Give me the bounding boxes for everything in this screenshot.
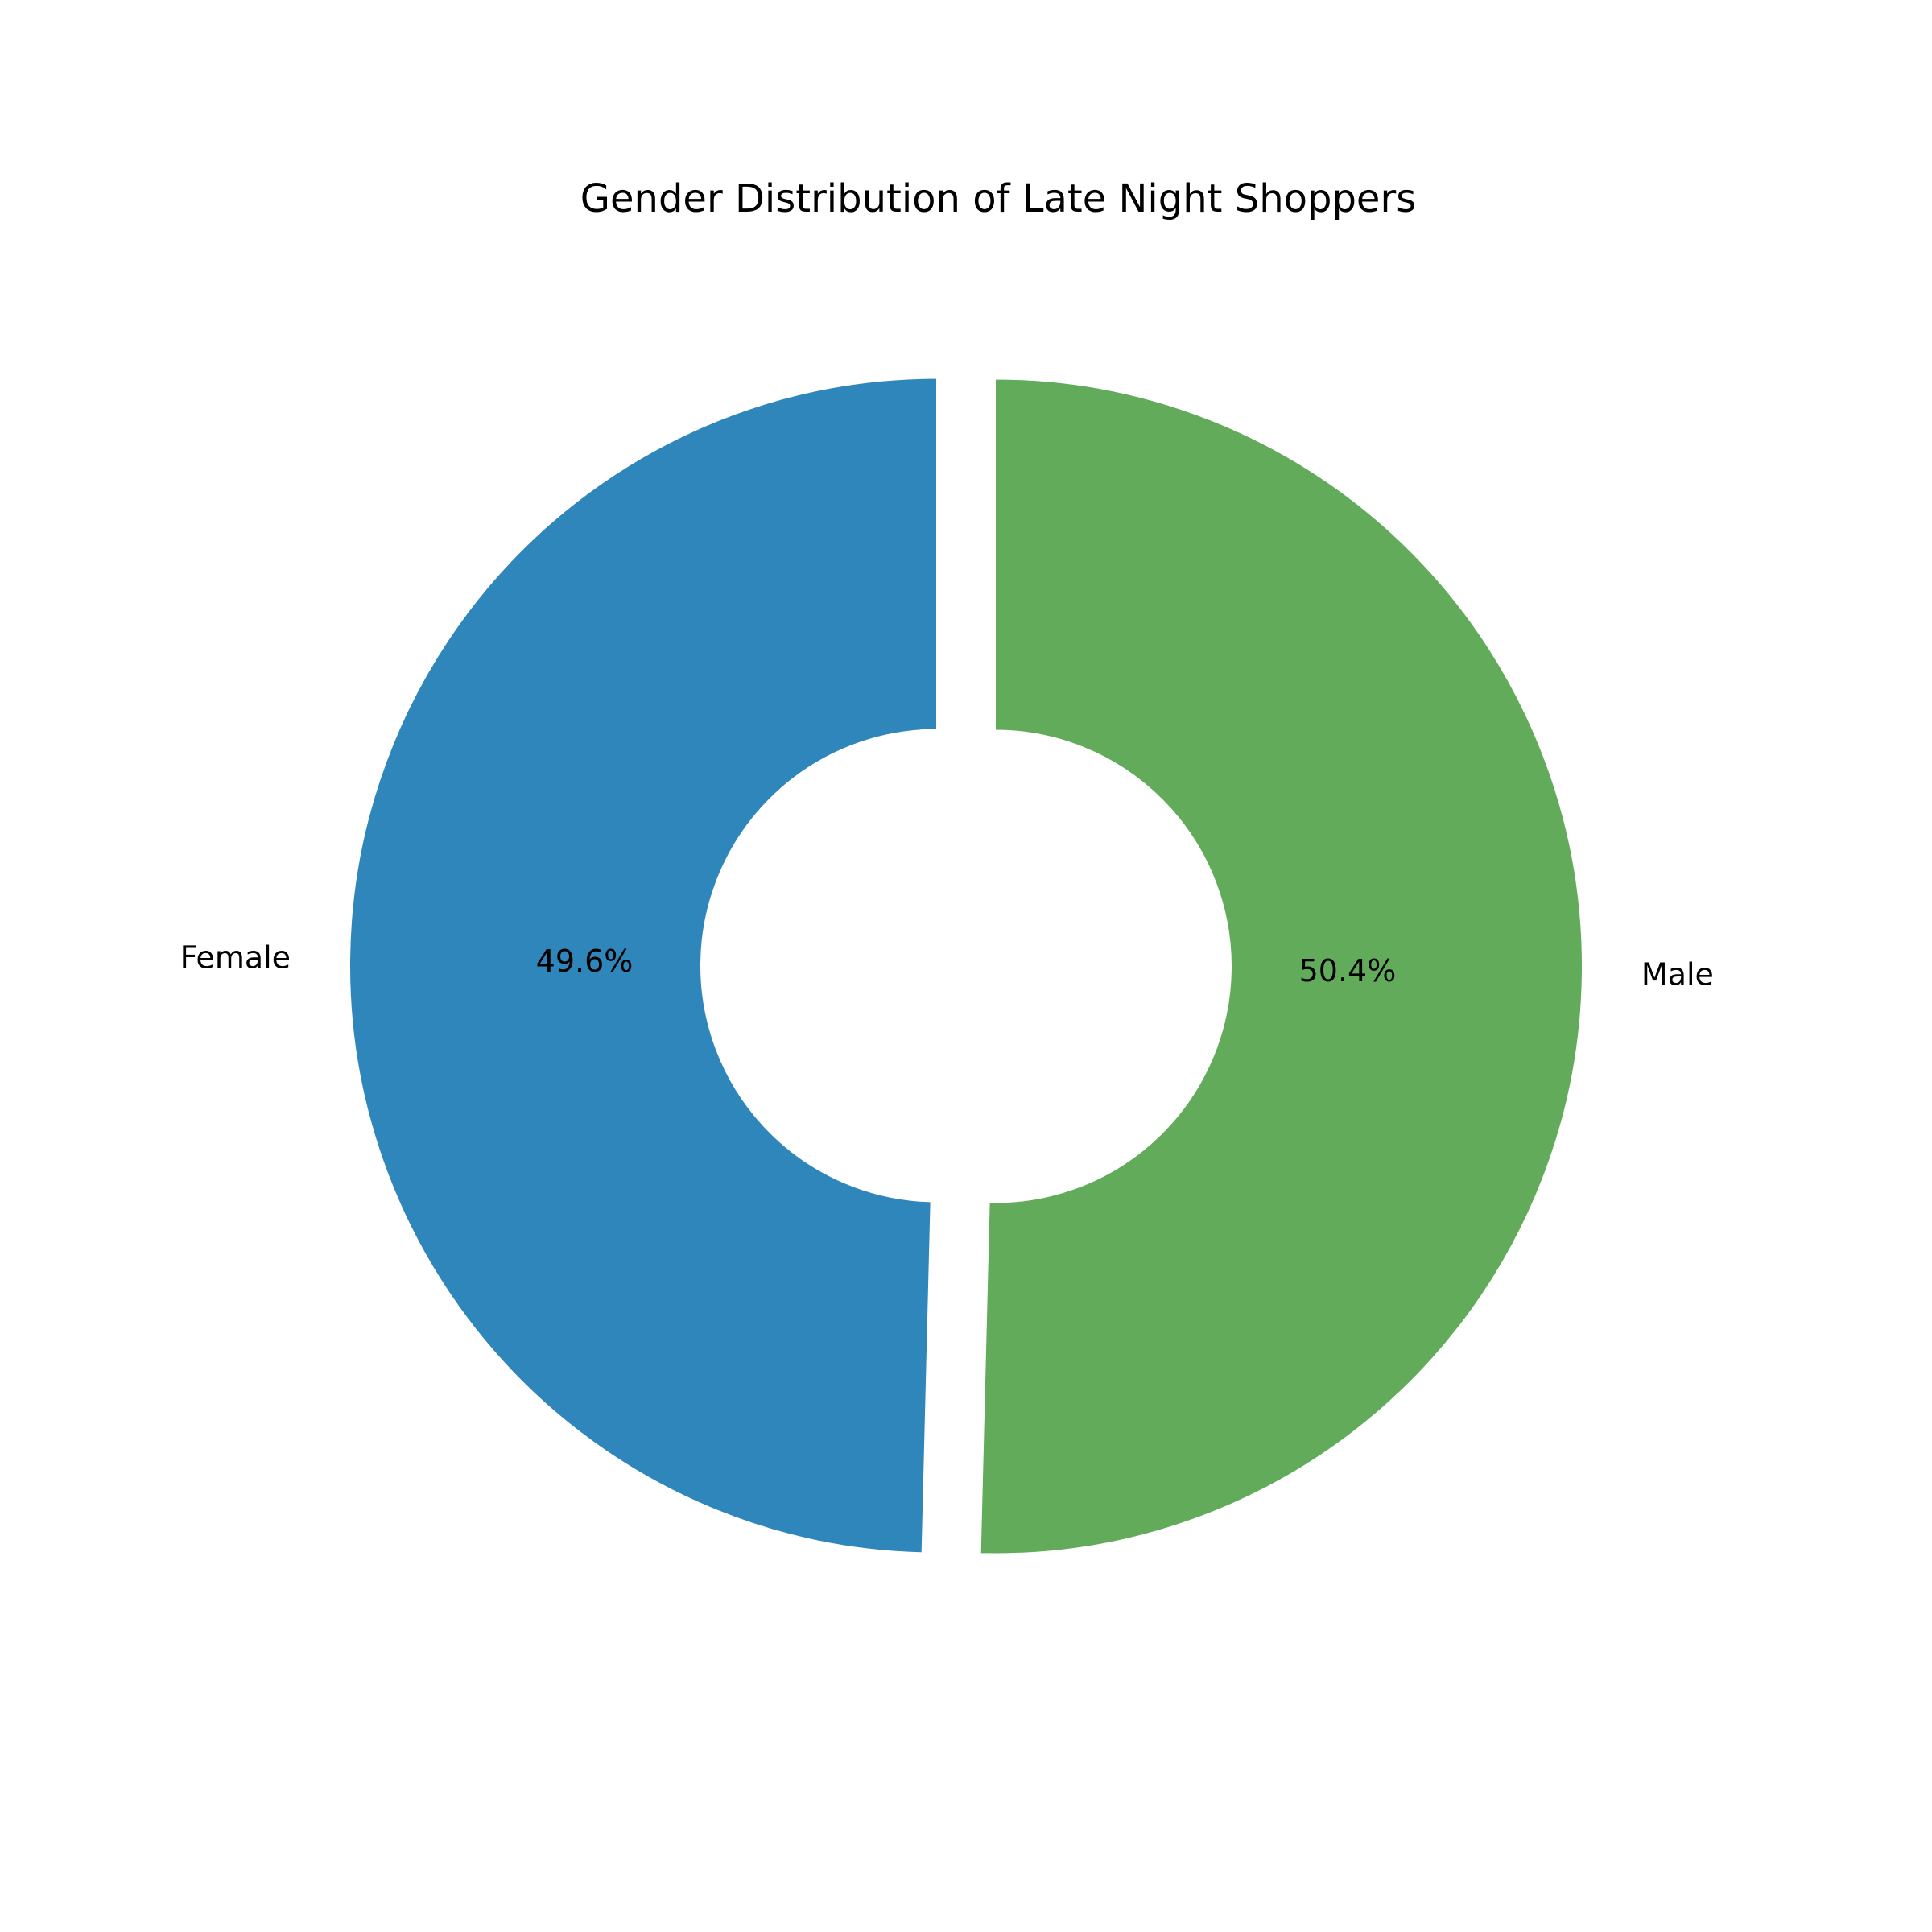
slice-label-female: Female <box>180 939 291 975</box>
slice-female <box>348 377 938 1554</box>
percent-label-female: 49.6% <box>536 943 634 979</box>
slice-male <box>979 378 1584 1555</box>
slices-group <box>348 377 1584 1555</box>
chart-title: Gender Distribution of Late Night Shoppe… <box>580 176 1416 221</box>
percent-label-male: 50.4% <box>1299 953 1397 989</box>
slice-label-male: Male <box>1641 957 1714 993</box>
labels-group: Female 49.6% Male 50.4% <box>180 939 1714 992</box>
